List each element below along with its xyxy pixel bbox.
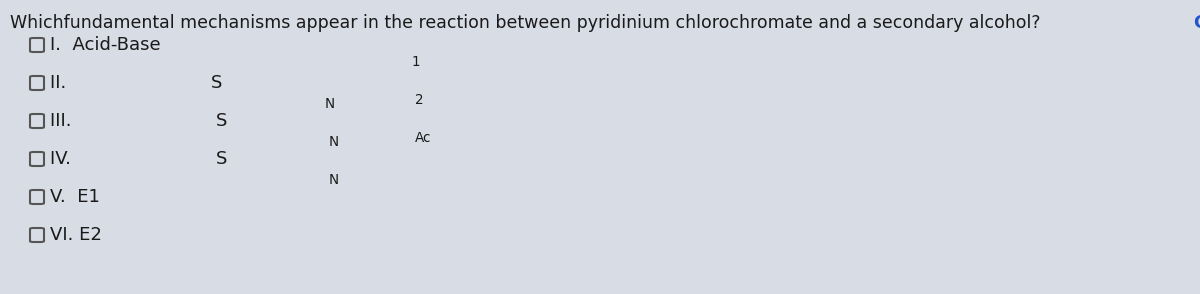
Text: Ac: Ac	[415, 131, 431, 146]
Text: S: S	[216, 112, 227, 130]
Text: N: N	[329, 135, 338, 148]
Text: V.  E1: V. E1	[50, 188, 100, 206]
Text: III.: III.	[50, 112, 77, 130]
Text: 2: 2	[415, 93, 424, 107]
Text: 1: 1	[412, 56, 420, 69]
Text: Which​fundamental mechanisms appear in the reaction between pyridinium chlorochr: Which​fundamental mechanisms appear in t…	[10, 14, 1046, 32]
Text: II.: II.	[50, 74, 72, 92]
Text: N: N	[329, 173, 338, 187]
Text: S: S	[216, 150, 227, 168]
Text: Choose all that apply.: Choose all that apply.	[1194, 14, 1200, 32]
Text: IV.: IV.	[50, 150, 77, 168]
Text: S: S	[211, 74, 222, 92]
Text: VI. E2: VI. E2	[50, 226, 102, 244]
Text: N: N	[325, 97, 335, 111]
Text: I.  Acid-Base: I. Acid-Base	[50, 36, 161, 54]
